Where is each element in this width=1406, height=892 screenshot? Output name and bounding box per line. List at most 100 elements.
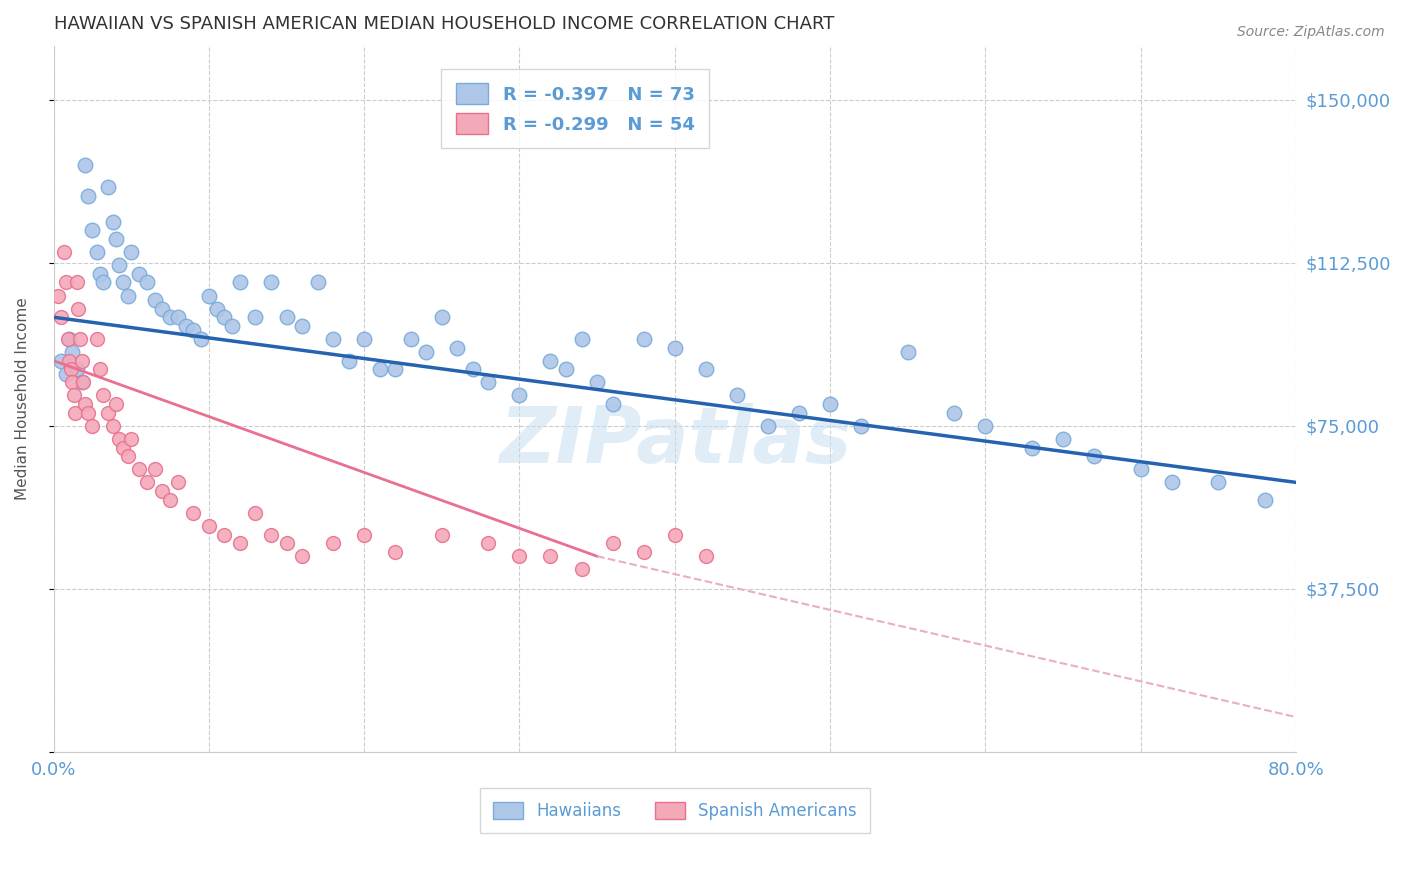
Point	[477, 536, 499, 550]
Point	[73, 397, 96, 411]
Point	[307, 276, 329, 290]
Point	[108, 258, 131, 272]
Point	[260, 527, 283, 541]
Point	[602, 536, 624, 550]
Point	[159, 310, 181, 325]
Point	[58, 332, 80, 346]
Point	[86, 332, 108, 346]
Point	[1052, 432, 1074, 446]
Point	[602, 397, 624, 411]
Point	[117, 450, 139, 464]
Point	[477, 376, 499, 390]
Point	[101, 214, 124, 228]
Point	[214, 310, 236, 325]
Point	[291, 318, 314, 333]
Point	[1021, 441, 1043, 455]
Point	[214, 527, 236, 541]
Y-axis label: Median Household Income: Median Household Income	[15, 297, 30, 500]
Point	[66, 362, 89, 376]
Point	[399, 332, 422, 346]
Point	[571, 562, 593, 576]
Point	[70, 353, 93, 368]
Point	[756, 418, 779, 433]
Point	[1254, 492, 1277, 507]
Point	[159, 492, 181, 507]
Point	[368, 362, 391, 376]
Point	[353, 332, 375, 346]
Point	[695, 549, 717, 564]
Point	[166, 475, 188, 490]
Point	[120, 245, 142, 260]
Point	[174, 318, 197, 333]
Point	[150, 484, 173, 499]
Point	[508, 549, 530, 564]
Point	[150, 301, 173, 316]
Point	[1160, 475, 1182, 490]
Point	[59, 362, 82, 376]
Point	[135, 276, 157, 290]
Point	[46, 288, 69, 302]
Point	[51, 353, 73, 368]
Legend: Hawaiians, Spanish Americans: Hawaiians, Spanish Americans	[479, 789, 870, 833]
Point	[198, 288, 221, 302]
Point	[91, 276, 114, 290]
Point	[1129, 462, 1152, 476]
Point	[56, 332, 79, 346]
Point	[508, 388, 530, 402]
Point	[60, 345, 83, 359]
Point	[1083, 450, 1105, 464]
Point	[725, 388, 748, 402]
Point	[51, 310, 73, 325]
Point	[190, 332, 212, 346]
Point	[1206, 475, 1229, 490]
Point	[664, 341, 686, 355]
Point	[69, 332, 91, 346]
Point	[245, 506, 267, 520]
Point	[384, 545, 406, 559]
Point	[101, 418, 124, 433]
Point	[112, 276, 135, 290]
Point	[76, 188, 98, 202]
Point	[430, 527, 453, 541]
Point	[415, 345, 437, 359]
Point	[276, 536, 298, 550]
Point	[82, 223, 104, 237]
Point	[76, 406, 98, 420]
Point	[229, 276, 252, 290]
Point	[384, 362, 406, 376]
Point	[166, 310, 188, 325]
Point	[245, 310, 267, 325]
Point	[276, 310, 298, 325]
Point	[104, 397, 127, 411]
Point	[974, 418, 997, 433]
Point	[849, 418, 872, 433]
Point	[291, 549, 314, 564]
Point	[72, 376, 94, 390]
Point	[695, 362, 717, 376]
Point	[91, 388, 114, 402]
Point	[82, 418, 104, 433]
Point	[205, 301, 228, 316]
Point	[586, 376, 609, 390]
Point	[221, 318, 243, 333]
Point	[322, 536, 344, 550]
Point	[67, 301, 90, 316]
Point	[787, 406, 810, 420]
Point	[571, 332, 593, 346]
Point	[633, 332, 655, 346]
Point	[260, 276, 283, 290]
Point	[135, 475, 157, 490]
Point	[55, 367, 77, 381]
Point	[128, 267, 150, 281]
Text: Source: ZipAtlas.com: Source: ZipAtlas.com	[1237, 25, 1385, 39]
Point	[89, 362, 111, 376]
Point	[70, 376, 93, 390]
Point	[430, 310, 453, 325]
Point	[818, 397, 841, 411]
Point	[120, 432, 142, 446]
Point	[65, 406, 87, 420]
Text: ZIPatlas: ZIPatlas	[499, 403, 851, 479]
Point	[62, 388, 84, 402]
Point	[60, 376, 83, 390]
Point	[86, 245, 108, 260]
